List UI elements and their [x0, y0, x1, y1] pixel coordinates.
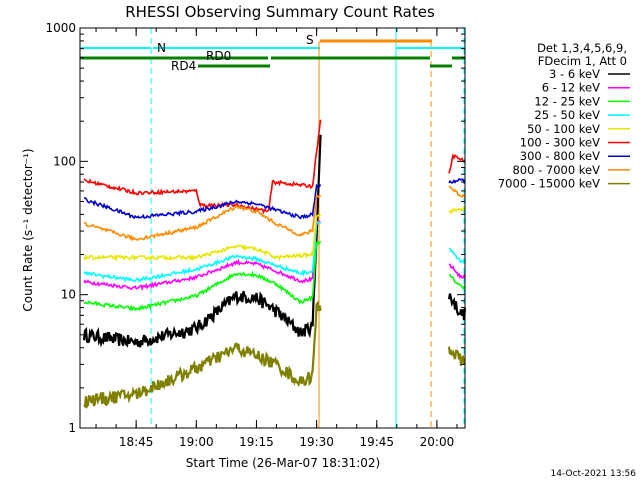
plot-frame: [79, 27, 466, 429]
s-flag-label: S: [306, 33, 314, 47]
rd4-flag-label: RD4: [171, 59, 196, 73]
x-tick-label: 20:00: [420, 435, 455, 449]
y-tick-label: 1000: [45, 21, 76, 35]
legend-label: 25 - 50 keV: [534, 108, 600, 122]
series-line-6-12keV: [448, 263, 466, 280]
series-layer: [82, 119, 467, 410]
series-line-25-50keV: [83, 219, 321, 284]
y-tick-label: 1: [68, 421, 76, 435]
timestamp: 14-Oct-2021 13:56: [551, 469, 637, 479]
n-flag-label: N: [157, 41, 166, 55]
legend-label: 12 - 25 keV: [534, 94, 600, 108]
series-line-25-50keV: [448, 247, 466, 265]
legend-label: 7000 - 15000 keV: [498, 177, 600, 191]
series-line-12-25keV: [83, 240, 322, 312]
x-tick-label: 19:45: [359, 435, 394, 449]
series-line-3-6keV: [82, 134, 322, 348]
series-line-800-7000keV: [448, 185, 466, 199]
series-line-7000-15000keV: [83, 300, 322, 410]
rd0-flag-label: RD0: [206, 49, 231, 63]
series-line-800-7000keV: [83, 193, 322, 242]
axis-layer: 1 10 100 1000 18:45 19:00 19:15 19:30 19:45 20:00: [45, 21, 465, 449]
series-line-12-25keV: [448, 273, 466, 290]
series-line-100-300keV: [448, 153, 466, 174]
legend-header-line: Det 1,3,4,5,6,9,: [537, 41, 627, 55]
legend-label: 3 - 6 keV: [549, 67, 600, 81]
series-line-7000-15000keV: [447, 346, 466, 366]
x-tick-label: 19:15: [239, 435, 274, 449]
series-line-100-300keV: [83, 119, 322, 215]
series-line-50-100keV: [448, 206, 466, 215]
x-axis-label: Start Time (26-Mar-07 18:31:02): [186, 456, 380, 470]
legend-label: 6 - 12 keV: [542, 81, 600, 95]
y-tick-label: 10: [61, 288, 76, 302]
x-tick-label: 18:45: [119, 435, 154, 449]
x-tick-label: 19:00: [179, 435, 214, 449]
x-tick-label: 19:30: [299, 435, 334, 449]
legend-label: 300 - 800 keV: [520, 149, 600, 163]
legend-header-line: FDecim 1, Att 0: [538, 54, 627, 68]
legend-label: 50 - 100 keV: [527, 122, 600, 136]
legend-label: 800 - 7000 keV: [512, 163, 600, 177]
series-line-300-800keV: [83, 183, 322, 220]
series-line-3-6keV: [447, 293, 467, 321]
series-line-300-800keV: [448, 178, 466, 185]
series-line-6-12keV: [83, 219, 321, 292]
series-line-50-100keV: [83, 213, 322, 262]
y-axis-label: Count Rate (s⁻¹ detector⁻¹): [21, 148, 35, 311]
legend-label: 100 - 300 keV: [520, 136, 600, 150]
legend: Det 1,3,4,5,6,9,FDecim 1, Att 03 - 6 keV…: [498, 41, 630, 191]
chart-title: RHESSI Observing Summary Count Rates: [125, 3, 435, 21]
y-tick-label: 100: [53, 154, 76, 168]
